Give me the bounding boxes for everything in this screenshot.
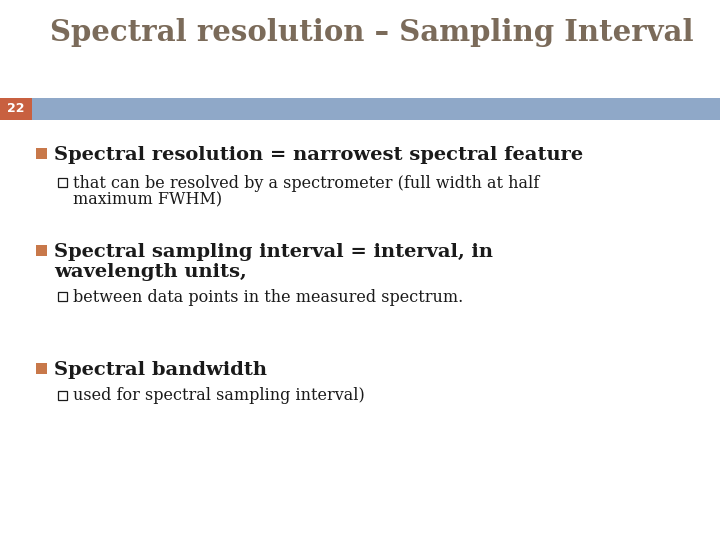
Bar xyxy=(0,98,32,120)
Text: used for spectral sampling interval): used for spectral sampling interval) xyxy=(73,388,365,404)
Text: maximum FWHM): maximum FWHM) xyxy=(73,192,222,208)
Bar xyxy=(36,363,47,374)
Text: wavelength units,: wavelength units, xyxy=(54,263,247,281)
Text: that can be resolved by a spectrometer (full width at half: that can be resolved by a spectrometer (… xyxy=(73,174,539,192)
Bar xyxy=(58,391,67,400)
Bar xyxy=(36,148,47,159)
Bar xyxy=(36,245,47,256)
Bar xyxy=(0,98,720,120)
Text: 22: 22 xyxy=(7,103,24,116)
Text: Spectral resolution = narrowest spectral feature: Spectral resolution = narrowest spectral… xyxy=(54,146,583,164)
Text: Spectral resolution – Sampling Interval: Spectral resolution – Sampling Interval xyxy=(50,18,693,47)
Text: Spectral sampling interval = interval, in: Spectral sampling interval = interval, i… xyxy=(54,243,493,261)
Bar xyxy=(58,178,67,187)
Text: Spectral bandwidth: Spectral bandwidth xyxy=(54,361,267,379)
Text: between data points in the measured spectrum.: between data points in the measured spec… xyxy=(73,288,463,306)
Bar xyxy=(58,292,67,301)
